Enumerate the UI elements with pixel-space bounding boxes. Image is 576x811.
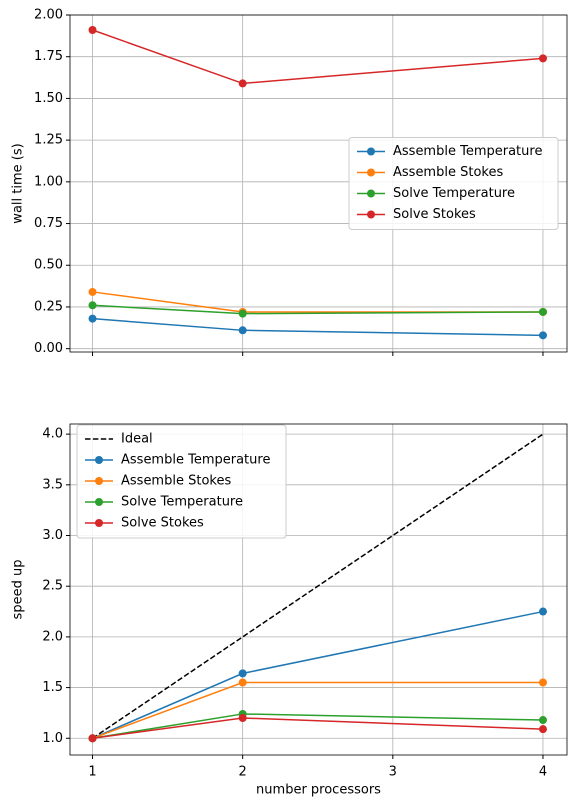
point [238, 669, 247, 678]
plot-frame [69, 423, 568, 756]
y-tick-label: 4.0 [42, 427, 63, 442]
legend-label: Solve Stokes [393, 207, 476, 222]
y-tick-label: 1.75 [34, 49, 63, 64]
point [88, 301, 97, 310]
point [88, 734, 97, 743]
legend-label: Ideal [121, 432, 153, 447]
y-tick-label: 2.00 [34, 8, 63, 23]
legend-marker [95, 498, 103, 506]
y-tick-label: 3.5 [42, 477, 63, 492]
plot-frame [69, 14, 568, 353]
legend-label: Assemble Temperature [393, 144, 542, 159]
point [238, 309, 247, 318]
point [538, 54, 547, 63]
legend-box [348, 137, 559, 230]
point [538, 607, 547, 616]
series-line [92, 433, 544, 739]
point [88, 26, 97, 35]
legend-marker [367, 189, 375, 198]
series-line [92, 681, 543, 739]
y-tick-label: 3.0 [42, 528, 63, 543]
x-axis-label: number processors [256, 783, 381, 798]
legend-label: Solve Stokes [121, 516, 204, 531]
y-tick-label: 1.0 [42, 731, 63, 746]
legend-label: Assemble Stokes [121, 474, 231, 489]
series-line [92, 717, 544, 740]
point [538, 307, 547, 316]
legend-label: Solve Temperature [393, 186, 515, 201]
point [88, 287, 97, 296]
y-tick-label: 0.50 [34, 258, 63, 273]
y-tick-label: 1.50 [34, 91, 63, 106]
y-tick-label: 1.00 [34, 174, 63, 189]
point [88, 314, 97, 323]
y-tick-label: 0.25 [34, 299, 63, 314]
y-axis-label: speed up [11, 560, 26, 620]
y-tick-label: 0.75 [34, 216, 63, 231]
x-tick-label: 2 [239, 765, 247, 780]
legend-label: Assemble Stokes [393, 165, 503, 180]
point [238, 326, 247, 335]
legend-marker [367, 168, 375, 177]
legend-marker [95, 519, 103, 527]
x-tick-label: 3 [389, 765, 397, 780]
point [538, 678, 547, 687]
y-tick-label: 0.00 [34, 341, 63, 356]
x-tick-label: 4 [539, 765, 547, 780]
y-tick-label: 1.25 [34, 133, 63, 148]
y-tick-label: 1.5 [42, 680, 63, 695]
legend-marker [367, 210, 375, 219]
y-axis-label: wall time (s) [11, 143, 26, 223]
legend-box [76, 424, 287, 539]
point [538, 716, 547, 725]
point [538, 331, 547, 340]
point [238, 713, 247, 722]
point [538, 725, 547, 734]
legend-marker [367, 147, 375, 156]
y-tick-label: 2.5 [42, 579, 63, 594]
series-line [92, 317, 543, 337]
legend-label: Solve Temperature [121, 495, 243, 510]
point [238, 79, 247, 88]
y-tick-label: 2.0 [42, 629, 63, 644]
point [238, 678, 247, 687]
legend-label: Assemble Temperature [121, 453, 270, 468]
legend-marker [95, 456, 103, 464]
legend-marker [95, 477, 103, 485]
x-tick-label: 1 [88, 765, 96, 780]
